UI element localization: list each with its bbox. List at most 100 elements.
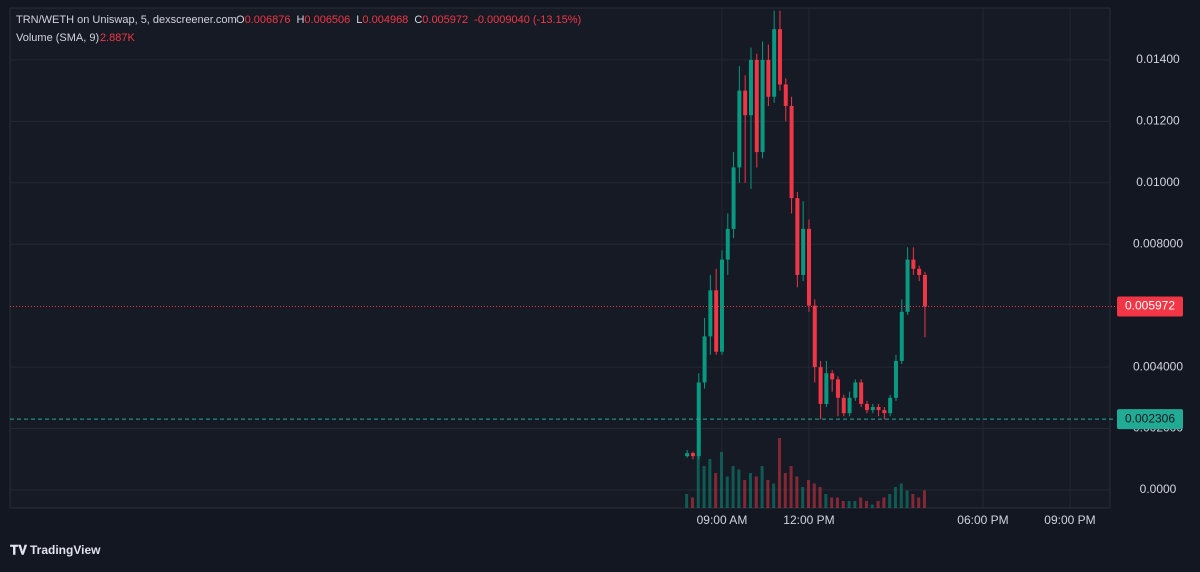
candle-body — [754, 59, 759, 153]
candle-body — [847, 397, 852, 414]
volume-bar — [725, 476, 729, 508]
candle-body — [824, 373, 829, 404]
y-tick-label: 0.01000 — [1136, 175, 1180, 189]
candle-body — [841, 397, 846, 414]
volume-bar — [702, 466, 706, 508]
legend-value: 0.004968 — [362, 14, 408, 26]
volume-bar — [777, 438, 781, 508]
candle-body — [708, 290, 713, 337]
volume-bar — [795, 476, 799, 508]
x-tick-label: 09:00 PM — [1044, 513, 1095, 527]
candle-body — [737, 90, 742, 168]
volume-bar — [719, 452, 723, 508]
legend-key: C — [414, 14, 422, 26]
volume-bar — [859, 497, 863, 508]
plot-area — [9, 7, 1111, 509]
volume-bar — [893, 487, 897, 508]
volume-bar — [922, 490, 926, 508]
candle-body — [917, 268, 922, 275]
candle-body — [888, 397, 893, 414]
volume-bar — [917, 497, 921, 508]
volume-bar — [772, 483, 776, 508]
candle-body — [731, 167, 736, 229]
volume-bar — [841, 501, 845, 508]
volume-bar — [685, 494, 689, 508]
volume-bar — [824, 494, 828, 508]
candle-body — [719, 259, 724, 352]
volume-bar — [830, 497, 834, 508]
volume-bar — [835, 497, 839, 508]
brand: 𝐓𝐕 TradingView — [10, 542, 101, 557]
x-tick-label: 09:00 AM — [697, 513, 748, 527]
volume-bar — [754, 476, 758, 508]
volume-bar — [801, 487, 805, 508]
volume-bar — [888, 494, 892, 508]
volume-bar — [905, 490, 909, 508]
y-tick-label: 0.004000 — [1133, 359, 1183, 373]
candle-body — [818, 367, 823, 404]
candle-body — [806, 228, 811, 306]
y-tick-label: 0.01200 — [1136, 114, 1180, 128]
volume-bar — [690, 497, 694, 508]
candle-body — [864, 403, 869, 411]
candle-body — [830, 373, 835, 380]
volume-bar — [882, 497, 886, 508]
candle-body — [853, 382, 858, 398]
candle-body — [783, 84, 788, 106]
candle-body — [911, 259, 916, 269]
y-tick-label: 0.0000 — [1140, 482, 1177, 496]
volume-bar — [748, 473, 752, 508]
candle-body — [859, 382, 864, 404]
volume-bar — [864, 501, 868, 508]
legend-value: -0.0009040 (-13.15%) — [474, 14, 581, 26]
volume-bar — [789, 466, 793, 508]
candle-body — [812, 305, 817, 368]
y-tick-label: 0.008000 — [1133, 236, 1183, 250]
candle-body — [743, 90, 748, 116]
volume-bar — [696, 445, 700, 508]
volume-bar — [708, 459, 712, 508]
candle-body — [899, 311, 904, 361]
volume-bar — [737, 469, 741, 508]
legend-value: 0.005972 — [422, 14, 468, 26]
candle-body — [685, 453, 690, 457]
x-tick-label: 06:00 PM — [957, 513, 1008, 527]
candle-body — [748, 59, 753, 116]
volume-bar — [760, 466, 764, 508]
candle-body — [795, 198, 800, 275]
price-label-box — [1117, 296, 1183, 317]
candle-body — [876, 407, 881, 411]
brand-logo: 𝐓𝐕 — [10, 542, 27, 557]
candle-body — [772, 29, 777, 97]
volume-bar — [731, 466, 735, 508]
volume-bar — [714, 473, 718, 508]
candle-body — [922, 274, 927, 307]
y-tick-label: 0.01400 — [1136, 52, 1180, 66]
legend-key: L — [356, 14, 362, 26]
candle-body — [766, 59, 771, 97]
candle-body — [702, 336, 707, 383]
chart-title: TRN/WETH on Uniswap, 5, dexscreener.com — [16, 14, 237, 26]
price-label: 0.002306 — [1125, 411, 1175, 425]
candle-body — [690, 453, 695, 457]
volume-value: 2.887K — [100, 32, 136, 44]
volume-bar — [853, 501, 857, 508]
candle-body — [760, 59, 765, 153]
legend-key: O — [236, 14, 245, 26]
candle-body — [882, 410, 887, 414]
candle-body — [777, 29, 782, 85]
volume-bar — [818, 487, 822, 508]
candle-body — [870, 407, 875, 411]
candle-body — [893, 360, 898, 398]
volume-bar — [766, 480, 770, 508]
volume-bar — [812, 483, 816, 508]
price-label-box — [1117, 409, 1183, 430]
volume-bar — [806, 480, 810, 508]
candle-body — [905, 259, 910, 312]
legend-key: H — [296, 14, 304, 26]
volume-bar — [870, 504, 874, 508]
volume-bar — [876, 501, 880, 508]
brand-name: TradingView — [30, 543, 101, 557]
volume-label: Volume (SMA, 9) — [16, 32, 99, 44]
